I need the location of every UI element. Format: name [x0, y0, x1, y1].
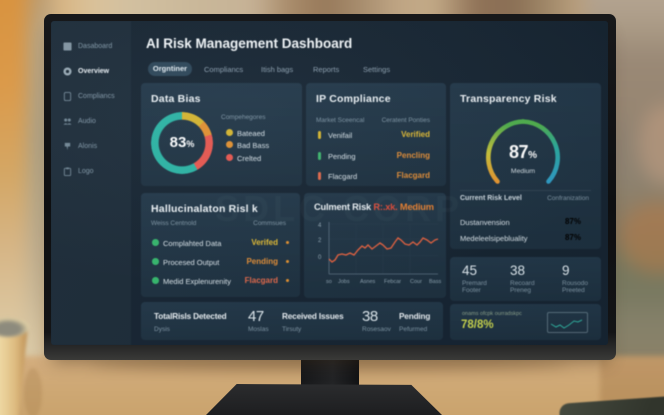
svg-text:Asnes: Asnes: [360, 279, 376, 285]
svg-text:Cour: Cour: [410, 279, 422, 285]
svg-text:Bass: Bass: [429, 279, 441, 285]
svg-text:4: 4: [318, 223, 322, 229]
svg-text:so: so: [326, 279, 332, 285]
svg-text:2: 2: [318, 238, 322, 244]
svg-text:Febcar: Febcar: [384, 279, 401, 285]
svg-text:Jobs: Jobs: [338, 279, 350, 285]
svg-text:0: 0: [318, 255, 322, 261]
